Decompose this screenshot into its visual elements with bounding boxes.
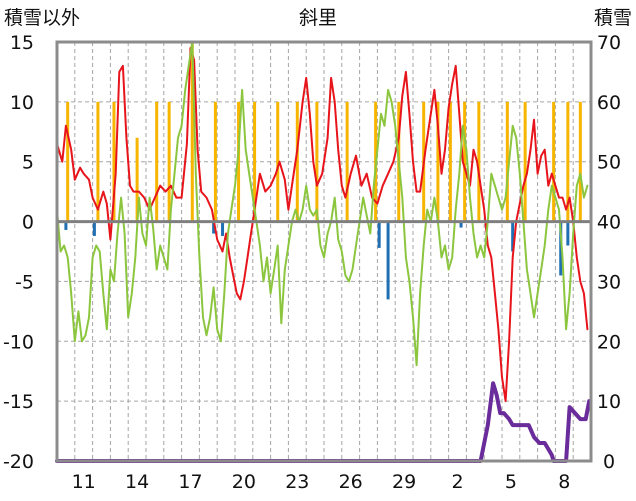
y-left-tick-label: -5 <box>15 271 34 293</box>
series-line-purple <box>55 381 592 463</box>
y-left-tick-label: -10 <box>3 331 34 353</box>
bar-orange <box>237 101 241 222</box>
bar-orange <box>345 101 349 222</box>
plot-frame <box>55 40 593 463</box>
bar-blue <box>566 221 570 246</box>
bar-orange <box>523 101 527 222</box>
bar-series <box>64 42 582 300</box>
y-left-tick-label: -15 <box>3 391 34 413</box>
bar-orange <box>66 101 70 222</box>
bar-orange <box>190 42 194 222</box>
x-tick-label: 8 <box>558 471 570 493</box>
bar-orange <box>276 101 280 222</box>
x-tick-label: 5 <box>505 471 517 493</box>
bar-blue <box>221 221 225 236</box>
y-right-tick-label: 70 <box>597 32 621 54</box>
bar-blue <box>386 221 390 300</box>
y-right-tick-label: 40 <box>597 212 621 234</box>
x-tick-label: 26 <box>339 471 363 493</box>
bar-orange <box>135 137 139 222</box>
x-tick-label: 17 <box>178 471 202 493</box>
bar-orange <box>112 101 116 222</box>
y-right-tick-label: 60 <box>597 92 621 114</box>
y-right-tick-label: 0 <box>603 451 615 473</box>
y-right-tick-label: 10 <box>597 391 621 413</box>
bar-blue <box>64 221 68 230</box>
x-tick-label: 14 <box>125 471 149 493</box>
bar-orange <box>295 101 299 222</box>
bar-blue <box>459 221 463 228</box>
x-tick-label: 11 <box>72 471 96 493</box>
bar-orange <box>253 101 257 222</box>
x-tick-label: 20 <box>232 471 256 493</box>
y-left-tick-label: 5 <box>22 152 34 174</box>
bar-blue <box>559 221 563 276</box>
y-left-tick-label: 0 <box>22 212 34 234</box>
plot-border <box>55 40 593 463</box>
line-series <box>55 41 592 463</box>
bar-orange <box>552 101 556 222</box>
y-right-tick-label: 50 <box>597 152 621 174</box>
y-left-tick-label: 15 <box>10 32 34 54</box>
right-axis-label: 積雪 <box>594 7 632 29</box>
bar-blue <box>212 221 216 234</box>
bar-orange <box>448 101 452 222</box>
x-tick-label: 2 <box>451 471 463 493</box>
chart-title: 斜里 <box>299 7 337 29</box>
x-tick-label: 23 <box>285 471 309 493</box>
bar-blue <box>511 221 515 252</box>
bar-orange <box>463 101 467 222</box>
bar-orange <box>315 101 319 222</box>
bar-orange <box>167 101 171 222</box>
y-right-tick-label: 30 <box>597 271 621 293</box>
bar-orange <box>96 101 100 222</box>
bar-orange <box>566 101 570 222</box>
bar-orange <box>578 101 582 222</box>
bar-orange <box>477 101 481 222</box>
y-left-tick-label: 10 <box>10 92 34 114</box>
bar-blue <box>377 221 381 248</box>
bar-blue <box>92 221 96 236</box>
bar-orange <box>436 101 440 222</box>
bar-orange <box>155 101 159 222</box>
x-tick-label: 29 <box>392 471 416 493</box>
bar-orange <box>505 101 509 222</box>
bar-orange <box>213 101 217 222</box>
y-left-tick-label: -20 <box>3 451 34 473</box>
y-right-tick-label: 20 <box>597 331 621 353</box>
left-axis-label: 積雪以外 <box>4 7 80 29</box>
series-line-green <box>56 41 589 367</box>
